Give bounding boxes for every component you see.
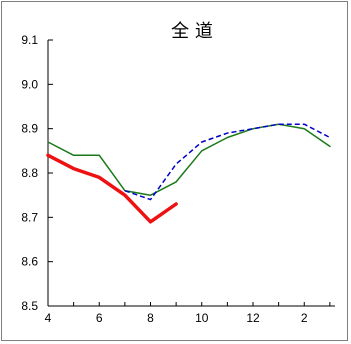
x-tick-labels: 4 6 8 10 12 2 [45,311,308,325]
chart-frame [1,1,348,341]
series-line-3 [46,153,178,224]
x-tick-label: 6 [96,311,103,325]
x-tick-label: 2 [301,311,308,325]
series-line-2 [124,123,331,201]
y-tick-label: 9.1 [21,33,38,47]
y-tick-label: 8.8 [21,166,38,180]
chart-title: 全 道 [171,21,213,42]
series-line-1 [47,123,331,196]
x-tick-label: 10 [195,311,209,325]
axes [47,39,335,307]
y-tick-label: 8.9 [21,122,38,136]
y-tick-label: 8.6 [21,255,38,269]
x-tick-label: 4 [45,311,52,325]
y-tick-labels: 8.5 8.6 8.7 8.8 8.9 9.0 9.1 [21,33,38,313]
y-tick-label: 8.5 [21,299,38,313]
y-tick-label: 9.0 [21,77,38,91]
series-lines [46,123,331,224]
y-tick-label: 8.7 [21,210,38,224]
x-tick-label: 8 [147,311,154,325]
x-tick-label: 12 [246,311,260,325]
